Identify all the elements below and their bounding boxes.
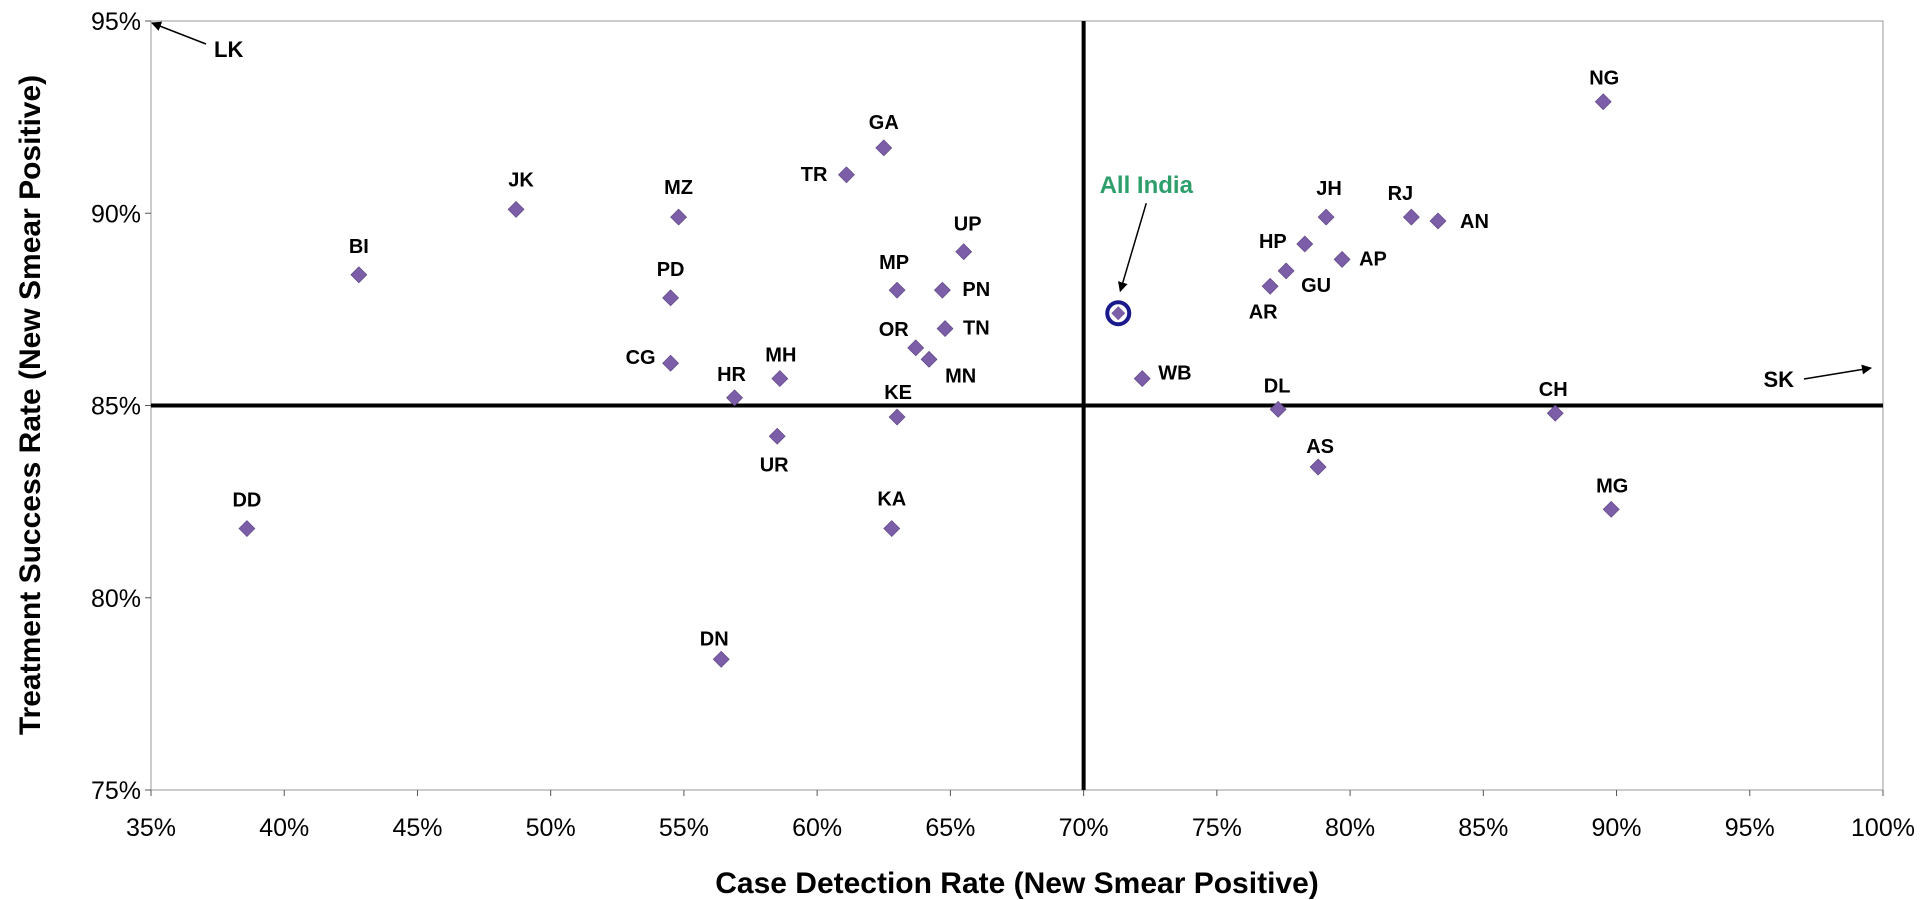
point-label-cg: CG	[626, 347, 656, 369]
offscale-arrow-lk	[151, 21, 207, 45]
point-label-wb: WB	[1158, 363, 1191, 385]
point-mz	[670, 208, 688, 226]
point-bi	[350, 266, 368, 284]
point-dl	[1269, 400, 1287, 418]
point-ke	[888, 408, 906, 426]
highlight-arrow	[1118, 203, 1147, 293]
point-mh	[771, 370, 789, 388]
x-tick-label: 80%	[1325, 814, 1375, 842]
point-label-ch: CH	[1539, 379, 1568, 401]
point-dn	[712, 650, 730, 668]
offscale-label-lk: LK	[214, 37, 243, 62]
point-label-pd: PD	[657, 259, 685, 281]
x-tick-label: 50%	[526, 814, 576, 842]
x-tick-label: 75%	[1192, 814, 1242, 842]
point-gu	[1277, 262, 1295, 280]
point-an	[1429, 212, 1447, 230]
point-label-up: UP	[954, 214, 982, 236]
highlight-ring	[1105, 300, 1132, 327]
x-tick-label: 85%	[1458, 814, 1508, 842]
point-label-as: AS	[1306, 436, 1334, 458]
point-label-dn: DN	[700, 628, 729, 650]
point-label-ka: KA	[877, 489, 906, 511]
point-label-dd: DD	[232, 490, 261, 512]
x-tick-label: 60%	[792, 814, 842, 842]
point-label-dl: DL	[1264, 375, 1291, 397]
point-label-mp: MP	[879, 252, 909, 274]
point-ap	[1333, 250, 1351, 268]
point-label-gu: GU	[1301, 275, 1331, 297]
x-tick-label: 100%	[1851, 814, 1915, 842]
point-label-jk: JK	[508, 169, 534, 191]
point-up	[955, 243, 973, 261]
point-ur	[768, 427, 786, 445]
point-jk	[507, 200, 525, 218]
point-label-hr: HR	[717, 364, 746, 386]
point-ng	[1594, 93, 1612, 111]
point-label-mn: MN	[945, 365, 976, 387]
x-tick-label: 70%	[1059, 814, 1109, 842]
y-tick-label: 85%	[91, 393, 141, 421]
point-rj	[1402, 208, 1420, 226]
x-tick-label: 55%	[659, 814, 709, 842]
point-mp	[888, 281, 906, 299]
highlight-label: All India	[1100, 172, 1194, 199]
y-tick-label: 95%	[91, 8, 141, 36]
point-ga	[875, 139, 893, 157]
point-label-ga: GA	[869, 112, 899, 134]
point-wb	[1133, 370, 1151, 388]
point-label-ng: NG	[1589, 68, 1619, 90]
x-axis-title: Case Detection Rate (New Smear Positive)	[715, 867, 1319, 900]
x-tick-label: 90%	[1592, 814, 1642, 842]
point-label-or: OR	[879, 319, 910, 341]
point-label-tr: TR	[801, 164, 828, 186]
offscale-arrow-sk	[1803, 364, 1872, 380]
offscale-label-sk: SK	[1763, 367, 1794, 392]
point-ar	[1261, 277, 1279, 295]
point-label-ap: AP	[1359, 248, 1387, 270]
point-mg	[1602, 500, 1620, 518]
y-tick-label: 75%	[91, 777, 141, 805]
point-label-bi: BI	[349, 236, 369, 258]
point-label-ur: UR	[760, 454, 789, 476]
x-tick-label: 95%	[1725, 814, 1775, 842]
point-hr	[726, 389, 743, 407]
point-all-india	[1111, 306, 1126, 321]
point-pd	[662, 289, 680, 307]
point-hp	[1296, 235, 1314, 253]
point-label-rj: RJ	[1388, 183, 1414, 205]
point-ka	[883, 520, 901, 537]
point-cg	[662, 354, 680, 372]
point-label-ar: AR	[1249, 301, 1278, 323]
point-mn	[920, 350, 938, 368]
point-label-jh: JH	[1316, 178, 1342, 200]
x-tick-label: 40%	[259, 814, 309, 842]
point-label-mh: MH	[765, 345, 796, 367]
point-label-tn: TN	[963, 318, 990, 340]
point-ch	[1546, 404, 1564, 422]
x-tick-label: 45%	[392, 814, 442, 842]
point-label-mg: MG	[1596, 475, 1628, 497]
point-jh	[1317, 208, 1335, 226]
point-label-ke: KE	[884, 382, 912, 404]
point-label-an: AN	[1460, 211, 1489, 233]
point-tr	[838, 166, 855, 184]
y-tick-label: 90%	[91, 200, 141, 228]
point-as	[1309, 458, 1327, 476]
y-tick-label: 80%	[91, 585, 141, 613]
point-label-pn: PN	[962, 279, 990, 301]
point-label-mz: MZ	[664, 177, 693, 199]
point-dd	[238, 520, 256, 537]
y-axis-title: Treatment Success Rate (New Smear Positi…	[14, 75, 47, 735]
x-tick-label: 35%	[126, 814, 176, 842]
point-or	[907, 339, 925, 357]
point-pn	[933, 281, 951, 299]
x-tick-label: 65%	[925, 814, 975, 842]
point-tn	[936, 320, 954, 338]
point-label-hp: HP	[1259, 231, 1287, 253]
